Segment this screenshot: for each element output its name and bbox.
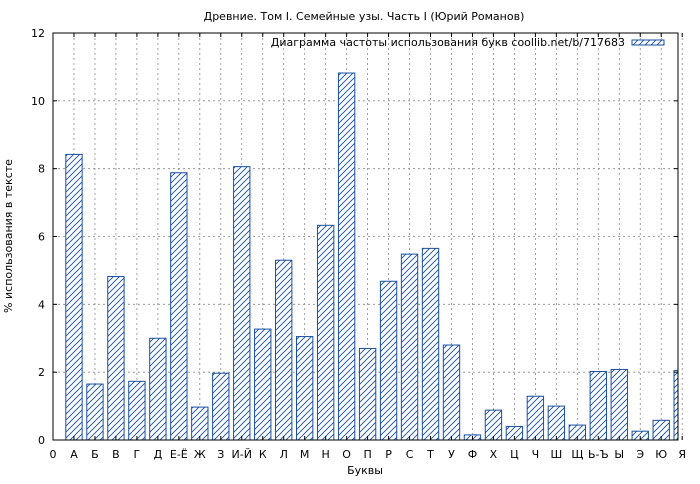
bar [275, 259, 293, 441]
legend-swatch [631, 39, 665, 46]
bar [149, 337, 167, 441]
x-tick-label: Ж [194, 448, 206, 461]
y-tick-label: 6 [38, 231, 45, 244]
legend-label: Диаграмма частоты использования букв coo… [271, 36, 625, 49]
y-tick-label: 8 [38, 163, 45, 176]
x-tick-label: Р [385, 448, 392, 461]
bar [484, 409, 503, 441]
bar [400, 253, 419, 441]
y-tick-label: 4 [38, 298, 45, 311]
x-axis-label: Буквы [347, 464, 383, 477]
x-tick-label: Ы [614, 448, 624, 461]
x-tick-label: 0 [50, 448, 57, 461]
bar [191, 406, 209, 441]
bar [358, 347, 377, 441]
x-tick-label: Н [322, 448, 330, 461]
x-tick-label: Ь-Ъ [588, 448, 609, 461]
x-tick-label: Ю [655, 448, 667, 461]
bar [379, 280, 398, 441]
grid-lines [53, 33, 683, 440]
x-tick-label: Х [490, 448, 498, 461]
y-tick-label: 12 [31, 27, 45, 40]
y-tick-label: 10 [31, 95, 45, 108]
x-tick-label: М [300, 448, 310, 461]
x-tick-label: О [342, 448, 351, 461]
axis-ticks [53, 32, 683, 441]
x-tick-labels: 0 А Б В Г Д Е-Ё Ж З И-Й К Л М Н О П Р С Т У Ф Х Ц Ч Ш Щ Ь-Ъ Ы Э Ю Я [50, 448, 687, 461]
x-tick-label: Щ [571, 448, 583, 461]
x-tick-label: А [70, 448, 78, 461]
x-tick-label: Я [678, 448, 686, 461]
x-tick-label: Э [636, 448, 644, 461]
x-tick-label: П [363, 448, 371, 461]
bar [212, 372, 230, 441]
y-tick-label: 2 [38, 366, 45, 379]
x-tick-label: Е-Ё [170, 448, 188, 461]
x-tick-label: З [217, 448, 224, 461]
x-tick-label: В [112, 448, 120, 461]
x-tick-label: Ф [468, 448, 477, 461]
bar [65, 153, 83, 441]
bar [233, 166, 251, 441]
x-tick-label: Ш [550, 448, 562, 461]
x-tick-label: Ч [532, 448, 540, 461]
bars-group [65, 72, 679, 441]
bar [316, 224, 335, 441]
bar [295, 336, 314, 441]
bar [610, 368, 628, 441]
chart-title: Древние. Том I. Семейные узы. Часть I (Ю… [204, 10, 525, 23]
legend: Диаграмма частоты использования букв coo… [271, 36, 665, 49]
bar [128, 380, 146, 441]
bar [337, 72, 356, 441]
x-tick-label: К [259, 448, 267, 461]
bar [107, 276, 125, 441]
bar [442, 344, 461, 441]
x-tick-label: Л [280, 448, 288, 461]
bar [589, 370, 607, 441]
bar [170, 172, 188, 441]
x-tick-label: И-Й [232, 448, 252, 461]
x-tick-label: У [448, 448, 455, 461]
x-tick-label: Д [154, 448, 163, 461]
bar [86, 383, 104, 441]
x-tick-label: Ц [510, 448, 519, 461]
bar [421, 247, 440, 441]
bar [254, 328, 272, 441]
x-tick-label: Б [91, 448, 99, 461]
x-tick-label: Г [134, 448, 141, 461]
bar [547, 405, 566, 441]
x-tick-label: Т [426, 448, 434, 461]
y-tick-labels: 0 2 4 6 8 10 12 [31, 27, 45, 447]
bar [673, 369, 679, 441]
bar [526, 395, 545, 441]
y-axis-label: % использования в тексте [2, 159, 15, 313]
y-tick-label: 0 [38, 434, 45, 447]
x-tick-label: С [406, 448, 414, 461]
